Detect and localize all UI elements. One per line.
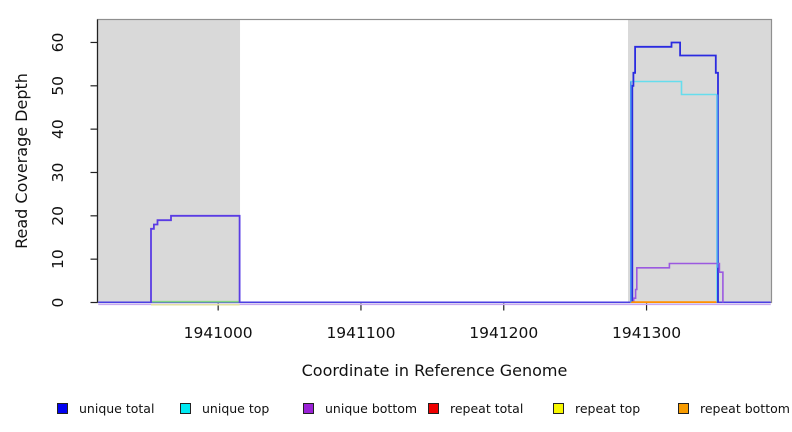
legend-label: unique top <box>202 400 270 416</box>
y-tick-label: 60 <box>49 33 67 53</box>
legend-label: repeat top <box>575 400 641 416</box>
y-tick-label: 0 <box>49 298 67 308</box>
shaded-region-left <box>97 19 241 303</box>
series-unique-total-left <box>150 214 241 303</box>
unique-bottom-swatch-icon <box>303 402 314 414</box>
x-axis-title: Coordinate in Reference Genome <box>302 361 568 380</box>
x-tick-label: 1941200 <box>469 324 538 342</box>
repeat-bottom-swatch-icon <box>678 402 689 414</box>
legend-item-unique-bottom: unique bottom <box>303 400 418 416</box>
legend-label: repeat bottom <box>700 400 790 416</box>
legend-item-unique-top: unique top <box>180 400 270 416</box>
legend-item-repeat-total: repeat total <box>428 400 524 416</box>
y-tick-label: 20 <box>49 206 67 226</box>
repeat-total-swatch-icon <box>428 402 439 414</box>
legend-item-unique-total: unique total <box>57 400 155 416</box>
repeat-top-swatch-icon <box>553 402 564 414</box>
y-tick-label: 10 <box>49 249 67 269</box>
x-tick-label: 1941100 <box>326 324 395 342</box>
y-tick-label: 30 <box>49 163 67 183</box>
unique-top-swatch-icon <box>180 402 191 414</box>
x-tick-label: 1941000 <box>184 324 253 342</box>
y-axis-title: Read Coverage Depth <box>12 73 31 249</box>
series-unique-total-right <box>631 41 719 303</box>
coverage-chart: 1941000 1941100 1941200 1941300 0 10 20 30 40 50 6… <box>12 18 773 380</box>
legend-label: unique bottom <box>325 400 418 416</box>
shaded-region-right <box>627 19 772 303</box>
y-tick-label: 50 <box>49 76 67 96</box>
x-tick-label: 1941300 <box>612 324 681 342</box>
legend-label: repeat total <box>450 400 524 416</box>
y-tick-label: 40 <box>49 119 67 139</box>
series-unique-bottom-right <box>632 262 724 303</box>
unique-total-swatch-icon <box>57 402 68 414</box>
legend-label: unique total <box>79 400 155 416</box>
legend-item-repeat-top: repeat top <box>553 400 641 416</box>
legend-item-repeat-bottom: repeat bottom <box>678 400 790 416</box>
